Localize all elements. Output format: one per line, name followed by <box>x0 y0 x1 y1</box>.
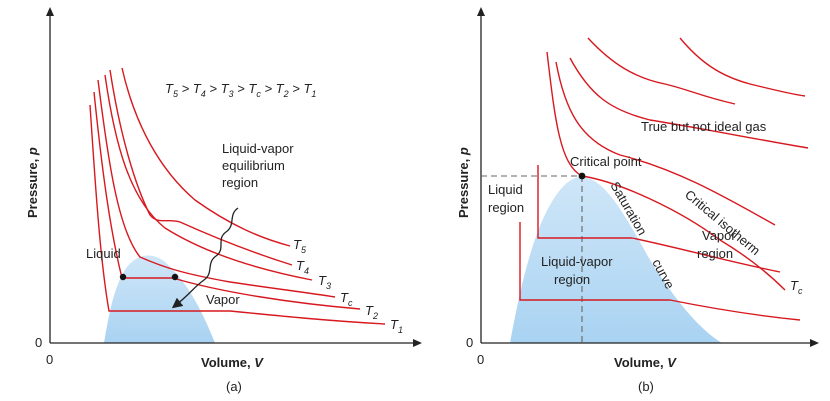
caption-a: (a) <box>226 379 242 394</box>
label-b-tc: Tc <box>790 278 803 296</box>
vapor-point <box>171 273 179 281</box>
x-axis-arrow-a <box>413 339 422 347</box>
label-t3: T3 <box>318 273 331 291</box>
x-axis-arrow-b <box>810 339 819 347</box>
label-t4: T4 <box>296 258 309 276</box>
label-t2: T2 <box>365 303 378 321</box>
two-phase-dome-a <box>104 255 215 343</box>
x-axis-label-a: Volume, V <box>201 355 264 370</box>
isotherm-b-top1 <box>587 37 736 105</box>
equilibrium-label-line3: region <box>222 175 258 190</box>
liquid-label: Liquid <box>86 246 121 261</box>
liquid-vapor-line2: region <box>554 272 590 287</box>
label-t1: T1 <box>390 317 403 335</box>
x-axis-label-b: Volume, V <box>614 355 677 370</box>
two-phase-dome-b <box>510 177 722 343</box>
isotherm-t1 <box>89 104 386 325</box>
liquid-vapor-line1: Liquid-vapor <box>541 254 613 269</box>
isotherm-t2 <box>93 91 361 310</box>
y-axis-arrow-b <box>477 7 485 16</box>
isotherm-b-critical <box>546 51 786 291</box>
temperature-inequality: T5 > T4 > T3 > Tc > T2 > T1 <box>165 81 316 99</box>
isotherm-b-t5 <box>569 57 809 149</box>
vapor-region-line2: region <box>697 246 733 261</box>
true-gas-label: True but not ideal gas <box>641 119 767 134</box>
liquid-region-line2: region <box>488 200 524 215</box>
panel-a: T5 > T4 > T3 > Tc > T2 > T1 Liquid-vapor… <box>25 7 422 394</box>
liquid-region-line1: Liquid <box>488 182 523 197</box>
vapor-label: Vapor <box>206 292 240 307</box>
isotherm-t5 <box>121 67 291 247</box>
origin-x-b: 0 <box>477 352 484 367</box>
y-axis-label-a: Pressure, p <box>25 147 40 218</box>
isotherm-b-top2 <box>679 37 806 97</box>
panel-b: True but not ideal gas Critical point Li… <box>456 7 819 394</box>
equilibrium-label-line2: equilibrium <box>222 158 285 173</box>
label-tc: Tc <box>340 290 353 308</box>
label-t5: T5 <box>293 237 307 255</box>
isotherm-b-low <box>519 222 801 321</box>
caption-b: (b) <box>638 379 654 394</box>
liquid-point <box>119 273 127 281</box>
vapor-region-line1: Vapor <box>702 228 736 243</box>
isotherm-t3 <box>104 74 313 281</box>
isotherm-b-t4 <box>555 61 776 226</box>
origin-y-b: 0 <box>466 335 473 350</box>
isotherm-tc <box>97 79 336 298</box>
equilibrium-pointer <box>171 207 239 309</box>
isotherms-b <box>519 37 809 321</box>
critical-point-marker <box>578 172 586 180</box>
critical-point-label: Critical point <box>570 154 642 169</box>
isotherm-t4 <box>109 69 293 266</box>
isotherms-a <box>89 67 386 325</box>
equilibrium-label-line1: Liquid-vapor <box>222 141 294 156</box>
origin-y-a: 0 <box>35 335 42 350</box>
y-axis-arrow-a <box>46 7 54 16</box>
origin-x-a: 0 <box>46 352 53 367</box>
y-axis-label-b: Pressure, p <box>456 147 471 218</box>
